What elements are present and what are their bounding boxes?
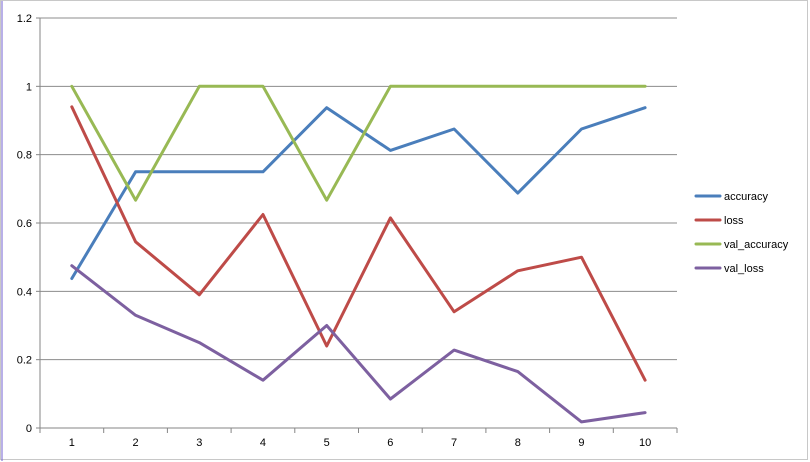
series-line-loss bbox=[70, 105, 647, 382]
series-line-val-accuracy bbox=[70, 84, 647, 202]
chart-left-edge bbox=[1, 1, 3, 461]
series-line-accuracy bbox=[70, 106, 647, 280]
y-tick-label-6: 1.2 bbox=[17, 13, 32, 25]
x-tick-label-1: 2 bbox=[132, 437, 138, 449]
x-tick-label-7: 8 bbox=[515, 437, 521, 449]
series-line-val-loss bbox=[70, 264, 647, 424]
y-tick-label-1: 0.2 bbox=[17, 355, 32, 367]
y-tick-label-5: 1 bbox=[26, 81, 32, 93]
y-tick-label-2: 0.4 bbox=[17, 286, 32, 298]
x-tick-label-9: 10 bbox=[639, 437, 651, 449]
x-tick-label-3: 4 bbox=[260, 437, 266, 449]
x-tick-label-4: 5 bbox=[324, 437, 330, 449]
y-tick-label-4: 0.8 bbox=[17, 150, 32, 162]
legend-label-val-loss: val_loss bbox=[724, 263, 764, 275]
x-tick-label-2: 3 bbox=[196, 437, 202, 449]
y-tick-label-0: 0 bbox=[26, 423, 32, 435]
legend-label-accuracy: accuracy bbox=[724, 191, 769, 203]
legend-label-loss: loss bbox=[724, 215, 744, 227]
y-tick-label-3: 0.6 bbox=[17, 218, 32, 230]
legend-label-val-accuracy: val_accuracy bbox=[724, 239, 789, 251]
x-tick-label-5: 6 bbox=[387, 437, 393, 449]
x-tick-label-0: 1 bbox=[69, 437, 75, 449]
x-tick-label-8: 9 bbox=[578, 437, 584, 449]
x-tick-label-6: 7 bbox=[451, 437, 457, 449]
